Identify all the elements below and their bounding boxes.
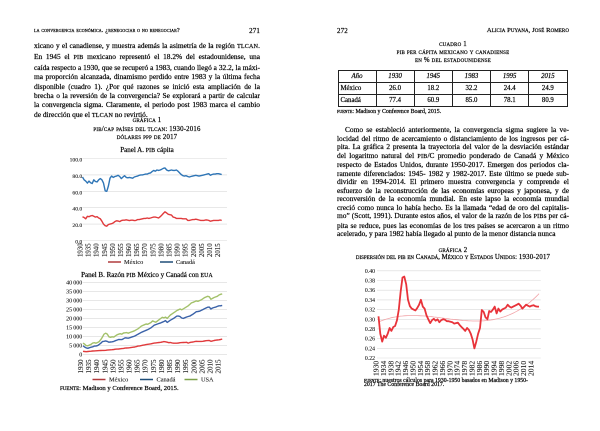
svg-text:0.32: 0.32 [365,308,375,314]
svg-text:1966: 1966 [438,361,447,376]
svg-text:2006: 2006 [512,361,521,376]
svg-text:0.28: 0.28 [365,327,375,333]
svg-text:2000: 2000 [190,359,198,374]
svg-text:2014: 2014 [527,361,536,376]
svg-text:2010: 2010 [207,359,215,374]
svg-text:0.30: 0.30 [365,317,375,323]
svg-text:Canadá: Canadá [157,377,176,384]
svg-text:1990: 1990 [174,359,182,374]
svg-text:2005: 2005 [199,243,206,257]
svg-text:20.0: 20.0 [72,223,82,229]
svg-text:1930: 1930 [78,243,85,257]
svg-text:0: 0 [79,353,82,359]
svg-text:1980: 1980 [158,243,165,257]
svg-text:10 000: 10 000 [66,335,82,341]
svg-text:40 000: 40 000 [66,281,82,287]
svg-text:60.0: 60.0 [72,190,82,196]
svg-text:1978: 1978 [460,361,469,376]
svg-text:1986: 1986 [475,361,484,376]
svg-text:0.26: 0.26 [365,337,375,343]
svg-text:1950: 1950 [408,361,417,376]
svg-text:1950: 1950 [110,243,117,257]
svg-text:30 000: 30 000 [66,299,82,305]
svg-text:0.0: 0.0 [75,240,82,246]
svg-text:2015: 2015 [215,243,222,257]
svg-text:100.0: 100.0 [70,158,83,164]
svg-text:20 000: 20 000 [66,317,82,323]
svg-text:1945: 1945 [101,359,109,374]
svg-text:2010: 2010 [207,243,214,257]
svg-text:40.0: 40.0 [72,207,82,213]
svg-text:1965: 1965 [134,243,141,257]
svg-text:1994: 1994 [490,361,499,376]
svg-text:2005: 2005 [198,359,206,374]
svg-text:1974: 1974 [453,361,462,376]
svg-text:1982: 1982 [467,361,476,376]
svg-text:1930: 1930 [77,359,85,374]
svg-text:0.34: 0.34 [365,298,375,304]
svg-text:1990: 1990 [175,243,182,257]
svg-text:25 000: 25 000 [66,308,82,314]
svg-text:1960: 1960 [126,243,133,257]
svg-text:1940: 1940 [94,243,101,257]
svg-text:15 000: 15 000 [66,326,82,332]
svg-text:1945: 1945 [102,243,109,257]
svg-text:1962: 1962 [431,361,440,376]
svg-text:Canadá: Canadá [176,259,195,266]
svg-text:1930: 1930 [372,361,381,376]
svg-text:0.22: 0.22 [365,356,375,362]
svg-text:1954: 1954 [416,361,425,376]
svg-text:2010: 2010 [519,361,528,376]
svg-text:USA: USA [201,377,214,384]
svg-text:0.24: 0.24 [365,346,375,352]
svg-text:1985: 1985 [166,359,174,374]
svg-text:5 000: 5 000 [69,344,82,350]
svg-text:35 000: 35 000 [66,290,82,296]
svg-text:1935: 1935 [86,243,93,257]
svg-text:1970: 1970 [142,243,149,257]
svg-text:1960: 1960 [126,359,134,374]
svg-text:0.40: 0.40 [365,269,375,275]
svg-text:0.36: 0.36 [365,288,375,294]
svg-text:1946: 1946 [401,361,410,376]
svg-text:1955: 1955 [118,359,126,374]
svg-text:1970: 1970 [142,359,150,374]
svg-text:México: México [124,259,143,266]
svg-text:1995: 1995 [182,359,190,374]
svg-text:1950: 1950 [109,359,117,374]
svg-text:1975: 1975 [150,243,157,257]
svg-text:1980: 1980 [158,359,166,374]
svg-text:1942: 1942 [394,361,403,376]
svg-text:80.0: 80.0 [72,174,82,180]
svg-text:1975: 1975 [150,359,158,374]
svg-text:1958: 1958 [423,361,432,376]
svg-text:1955: 1955 [118,243,125,257]
svg-text:2015: 2015 [215,359,223,374]
svg-text:2002: 2002 [504,361,513,376]
svg-text:1995: 1995 [183,243,190,257]
svg-text:1965: 1965 [134,359,142,374]
svg-text:1990: 1990 [482,361,491,376]
svg-text:México: México [109,377,128,384]
svg-text:2000: 2000 [191,243,198,257]
svg-text:1970: 1970 [445,361,454,376]
svg-text:1935: 1935 [85,359,93,374]
svg-text:1998: 1998 [497,361,506,376]
svg-text:1985: 1985 [167,243,174,257]
svg-text:1934: 1934 [379,361,388,376]
svg-text:1938: 1938 [386,361,395,376]
svg-text:0.38: 0.38 [365,279,375,285]
svg-text:1940: 1940 [93,359,101,374]
